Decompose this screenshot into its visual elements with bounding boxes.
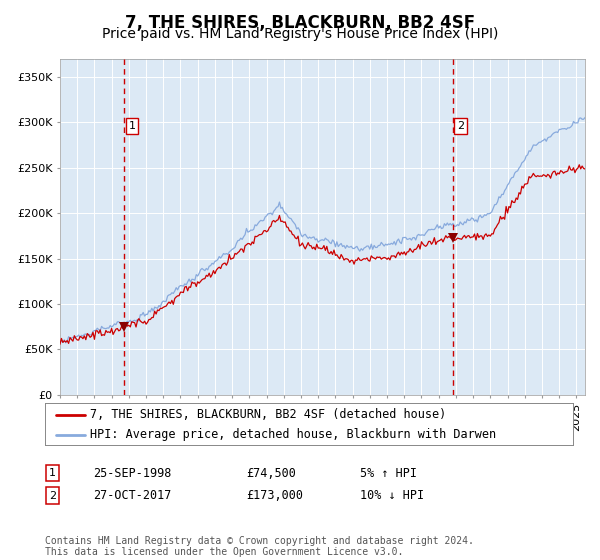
Text: Contains HM Land Registry data © Crown copyright and database right 2024.
This d: Contains HM Land Registry data © Crown c… (45, 535, 474, 557)
Text: £74,500: £74,500 (246, 466, 296, 480)
Text: 10% ↓ HPI: 10% ↓ HPI (360, 489, 424, 502)
Text: 5% ↑ HPI: 5% ↑ HPI (360, 466, 417, 480)
Text: 7, THE SHIRES, BLACKBURN, BB2 4SF (detached house): 7, THE SHIRES, BLACKBURN, BB2 4SF (detac… (90, 408, 446, 422)
Text: 2: 2 (457, 121, 464, 131)
Text: HPI: Average price, detached house, Blackburn with Darwen: HPI: Average price, detached house, Blac… (90, 428, 496, 441)
Text: 7, THE SHIRES, BLACKBURN, BB2 4SF: 7, THE SHIRES, BLACKBURN, BB2 4SF (125, 14, 475, 32)
Text: 27-OCT-2017: 27-OCT-2017 (93, 489, 172, 502)
Text: Price paid vs. HM Land Registry's House Price Index (HPI): Price paid vs. HM Land Registry's House … (102, 27, 498, 41)
Text: 25-SEP-1998: 25-SEP-1998 (93, 466, 172, 480)
Text: 2: 2 (49, 491, 56, 501)
Text: 1: 1 (128, 121, 136, 131)
Text: 1: 1 (49, 468, 56, 478)
Text: £173,000: £173,000 (246, 489, 303, 502)
